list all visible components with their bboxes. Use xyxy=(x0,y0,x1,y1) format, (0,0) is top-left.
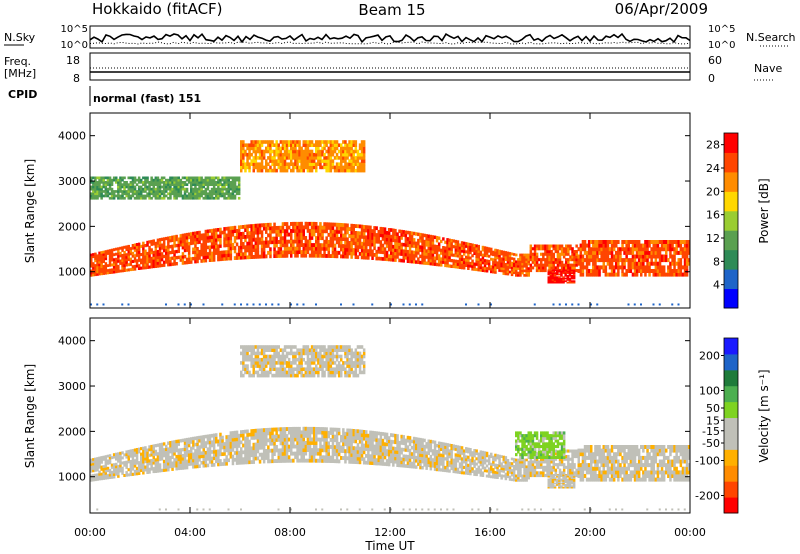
velocity-echo-upper-band xyxy=(240,345,366,378)
velocity-colorbar-tick-label: -15 xyxy=(702,425,720,438)
power-colorbar-tick-label: 28 xyxy=(706,139,720,152)
velocity-y-axis-label: Slant Range [km] xyxy=(23,364,37,468)
x-tick-label: 04:00 xyxy=(174,526,206,539)
nave-tick-bottom: 0 xyxy=(708,72,715,85)
date-title: 06/Apr/2009 xyxy=(615,0,708,18)
power-panel: 1000 2000 3000 4000 Slant Range [km] 28 24 20… xyxy=(23,112,771,309)
power-colorbar: 28 24 20 16 12 8 4 xyxy=(706,132,739,309)
cpid-label: CPID xyxy=(8,88,37,101)
noise-search-trace xyxy=(89,41,691,45)
station-title: Hokkaido (fitACF) xyxy=(92,0,223,18)
velocity-colorbar-swatch xyxy=(724,497,738,514)
power-near-range-echo xyxy=(90,303,680,306)
power-colorbar-tick-label: 16 xyxy=(706,209,720,222)
freq-unit-label: [MHz] xyxy=(4,67,36,80)
velocity-y-tick-label: 3000 xyxy=(58,380,86,393)
power-y-tick-label: 1000 xyxy=(58,266,86,279)
power-colorbar-swatch xyxy=(724,133,738,153)
freq-tick-bottom: 8 xyxy=(73,72,80,85)
power-colorbar-tick-label: 4 xyxy=(713,279,720,292)
power-colorbar-swatch xyxy=(724,288,738,309)
velocity-colorbar-tick-label: 200 xyxy=(699,350,720,363)
velocity-x-axis: 00:00 04:00 08:00 12:00 16:00 20:00 00:00 xyxy=(74,318,706,539)
velocity-colorbar-swatch xyxy=(724,401,738,419)
noise-tick-top-left: 10^5 xyxy=(61,24,88,35)
nave-tick-top: 60 xyxy=(708,54,722,67)
power-echo-far-band xyxy=(90,176,241,200)
power-echo-main-F-region-band xyxy=(90,221,690,277)
power-y-tick-label: 4000 xyxy=(58,130,86,143)
velocity-y-tick-label: 1000 xyxy=(58,471,86,484)
velocity-colorbar-swatch xyxy=(724,369,738,387)
velocity-colorbar-swatch xyxy=(724,417,738,434)
velocity-colorbar-swatch xyxy=(724,465,738,482)
velocity-colorbar-swatch xyxy=(724,353,738,371)
x-tick-label: 16:00 xyxy=(474,526,506,539)
velocity-y-axis: 1000 2000 3000 4000 xyxy=(58,335,690,484)
power-y-tick-label: 3000 xyxy=(58,175,86,188)
noise-panel: N.Sky 10^5 10^0 10^5 10^0 N.Search xyxy=(4,24,796,51)
power-y-axis-label: Slant Range [km] xyxy=(23,159,37,263)
noise-tick-bottom-right: 10^0 xyxy=(708,40,735,51)
nsearch-label: N.Search xyxy=(746,31,796,44)
velocity-colorbar-swatch xyxy=(724,338,738,355)
power-colorbar-swatch xyxy=(724,269,738,290)
power-echo-localized-echo xyxy=(547,269,576,284)
x-tick-label: 12:00 xyxy=(374,526,406,539)
velocity-colorbar-swatch xyxy=(724,385,738,403)
power-colorbar-tick-label: 12 xyxy=(706,232,720,245)
power-colorbar-tick-label: 24 xyxy=(706,162,720,175)
velocity-near-range-echo xyxy=(96,508,686,511)
cpid-panel: CPID normal (fast) 151 xyxy=(8,86,201,106)
beam-title: Beam 15 xyxy=(358,1,425,19)
noise-tick-bottom-left: 10^0 xyxy=(61,40,88,51)
velocity-colorbar-swatch xyxy=(724,481,738,498)
velocity-panel: 1000 2000 3000 4000 00:00 04:00 08:00 12:00 16:… xyxy=(23,317,771,539)
power-echo-upper-band xyxy=(240,140,366,173)
velocity-colorbar-tick-label: -200 xyxy=(695,490,720,503)
velocity-colorbar-swatch xyxy=(724,433,738,450)
velocity-colorbar-swatch xyxy=(724,449,738,466)
power-colorbar-swatch xyxy=(724,191,738,212)
power-y-tick-label: 2000 xyxy=(58,220,86,233)
velocity-y-tick-label: 2000 xyxy=(58,425,86,438)
velocity-colorbar-tick-label: 15 xyxy=(706,414,720,427)
power-colorbar-swatch xyxy=(724,152,738,173)
velocity-colorbar-tick-label: 50 xyxy=(706,402,720,415)
power-colorbar-swatch xyxy=(724,230,738,251)
velocity-echo-localized-echo xyxy=(547,474,576,489)
x-tick-label: 08:00 xyxy=(274,526,306,539)
power-colorbar-swatch xyxy=(724,210,738,231)
nave-label: Nave xyxy=(754,62,782,75)
cpid-value: normal (fast) 151 xyxy=(93,92,201,105)
velocity-colorbar-tick-label: -100 xyxy=(695,455,720,468)
x-tick-label: 00:00 xyxy=(674,526,706,539)
velocity-y-tick-label: 4000 xyxy=(58,335,86,348)
velocity-echo-main-F-region-band xyxy=(90,426,690,482)
velocity-colorbar-tick-label: -50 xyxy=(702,437,720,450)
noise-sky-trace xyxy=(89,32,691,44)
freq-panel: Freq. [MHz] 18 8 60 0 Nave xyxy=(4,52,782,85)
velocity-colorbar-label: Velocity [m s⁻¹] xyxy=(757,369,771,462)
x-tick-label: 20:00 xyxy=(574,526,606,539)
freq-tick-top: 18 xyxy=(66,54,80,67)
power-colorbar-swatch xyxy=(724,249,738,270)
power-colorbar-tick-label: 8 xyxy=(713,255,720,268)
velocity-echo-descending-feature xyxy=(515,431,566,459)
freq-label: Freq. xyxy=(4,55,31,68)
power-colorbar-label: Power [dB] xyxy=(757,178,771,243)
nsky-label: N.Sky xyxy=(4,31,36,44)
x-tick-label: 00:00 xyxy=(74,526,106,539)
noise-tick-top-right: 10^5 xyxy=(708,24,735,35)
velocity-colorbar-tick-label: 100 xyxy=(699,385,720,398)
power-y-axis: 1000 2000 3000 4000 xyxy=(58,130,690,279)
power-x-axis xyxy=(89,113,691,308)
power-plot-area xyxy=(90,140,690,306)
x-axis-label: Time UT xyxy=(364,539,415,553)
velocity-plot-area xyxy=(90,345,690,511)
power-colorbar-tick-label: 20 xyxy=(706,185,720,198)
power-colorbar-swatch xyxy=(724,171,738,192)
